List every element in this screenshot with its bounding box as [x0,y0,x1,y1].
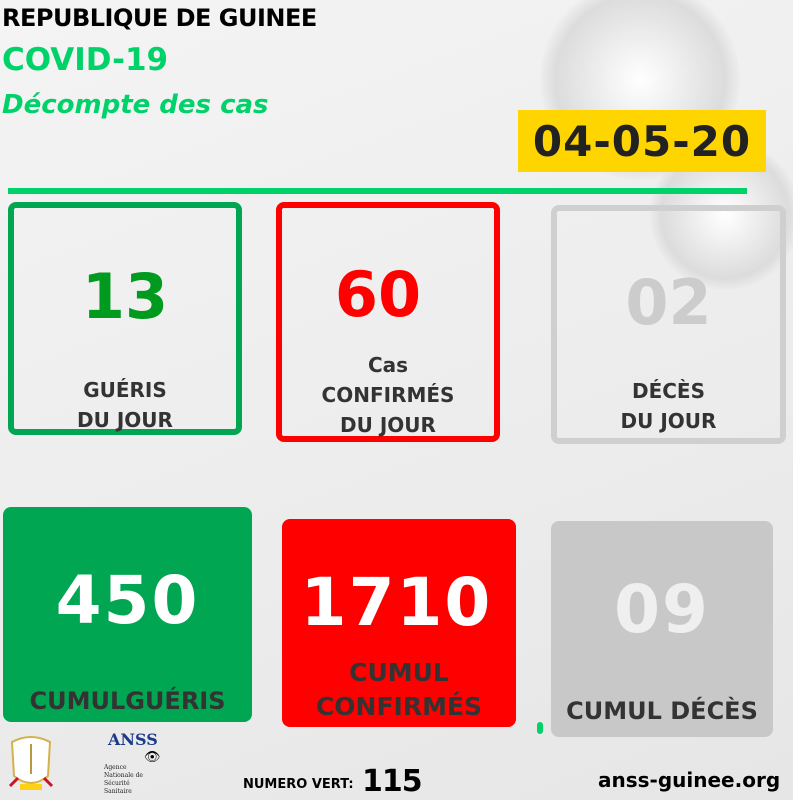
subtitle: Décompte des cas [2,90,269,120]
daily-deaths-label: DÉCÈS [631,379,705,403]
covid-title: COVID-19 [2,42,169,78]
cumulative-confirmed-value: 1710 [300,564,493,641]
daily-confirmed-label: CONFIRMÉS [321,383,455,407]
daily-deaths-label: DU JOUR [620,409,717,433]
cumulative-deaths-value: 09 [614,571,710,648]
cumulative-confirmed-label: CUMUL [349,658,449,687]
cumulative-confirmed-card: 1710 CUMUL CONFIRMÉS [282,519,516,727]
hotline-number: 115 [362,764,423,799]
daily-confirmed-label: DU JOUR [340,413,436,437]
daily-confirmed-value: 60 [334,258,422,331]
cumulative-recovered-value: 450 [55,562,200,639]
daily-confirmed-card: 60 Cas CONFIRMÉS DU JOUR [276,202,500,442]
decoration-dot [537,722,543,734]
anss-logo: ANSS 👁 Agence Nationale de Sécurité Sani… [100,730,170,795]
cumulative-deaths-card: 09 CUMUL DÉCÈS [551,521,773,737]
daily-recovered-value: 13 [81,260,169,333]
cumulative-confirmed-label: CONFIRMÉS [315,692,483,721]
anss-name: Agence Nationale de Sécurité Sanitaire [104,764,143,796]
country-title: REPUBLIQUE DE GUINEE [2,4,317,32]
eye-icon: 👁 [144,750,161,765]
anss-logo-text: ANSS [108,730,158,749]
anss-name-line: Agence [104,764,127,771]
daily-deaths-card: 02 DÉCÈS DU JOUR [551,205,786,444]
daily-recovered-card: 13 GUÉRIS DU JOUR [8,202,242,435]
anss-name-line: Nationale de [104,772,143,779]
guinea-coat-of-arms-logo [8,736,54,790]
cumulative-recovered-label: CUMULGUÉRIS [29,687,226,715]
website-link[interactable]: anss-guinee.org [598,768,781,792]
daily-recovered-label: GUÉRIS [83,378,167,402]
anss-name-line: Sanitaire [104,788,132,795]
daily-confirmed-label: Cas [367,353,409,377]
cumulative-deaths-label: CUMUL DÉCÈS [566,697,758,725]
anss-name-line: Sécurité [104,780,130,787]
hotline-label: NUMERO VERT: [243,777,354,792]
date-badge: 04-05-20 [518,110,766,172]
daily-deaths-value: 02 [625,266,712,339]
divider [8,188,747,194]
cumulative-recovered-card: 450 CUMULGUÉRIS [3,507,252,722]
daily-recovered-label: DU JOUR [77,408,173,432]
